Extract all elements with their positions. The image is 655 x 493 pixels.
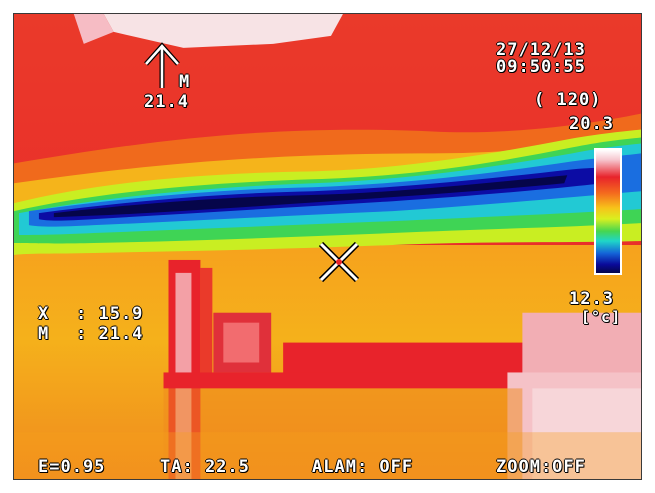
cursor-m-value: : 21.4 — [76, 324, 144, 344]
cursor-x-value: : 15.9 — [76, 304, 144, 324]
palette-mode: ( 120) — [534, 90, 602, 110]
scale-max: 20.3 — [569, 114, 614, 134]
ambient-temp-readout: TA: 22.5 — [160, 457, 250, 477]
date-readout: 27/12/13 — [496, 40, 586, 60]
thermal-viewer: M 21.4 27/12/13 09:50:55 ( 120) 20.3 12.… — [13, 13, 642, 480]
cursor-x-label: X — [38, 304, 50, 324]
emissivity-readout: E=0.95 — [38, 457, 106, 477]
time-readout: 09:50:55 — [496, 57, 586, 77]
up-arrow-icon — [144, 42, 180, 88]
max-marker-value: 21.4 — [144, 92, 189, 112]
thermal-image — [14, 14, 641, 479]
color-scale-bar — [594, 148, 622, 275]
scale-min: 12.3 — [569, 289, 614, 309]
zoom-status: ZOOM:OFF — [496, 457, 586, 477]
alarm-status: ALAM: OFF — [312, 457, 414, 477]
max-marker-label: M — [179, 72, 191, 92]
unit-label: [°c] — [581, 308, 622, 326]
crosshair-icon — [318, 241, 360, 283]
cursor-m-label: M — [38, 324, 50, 344]
